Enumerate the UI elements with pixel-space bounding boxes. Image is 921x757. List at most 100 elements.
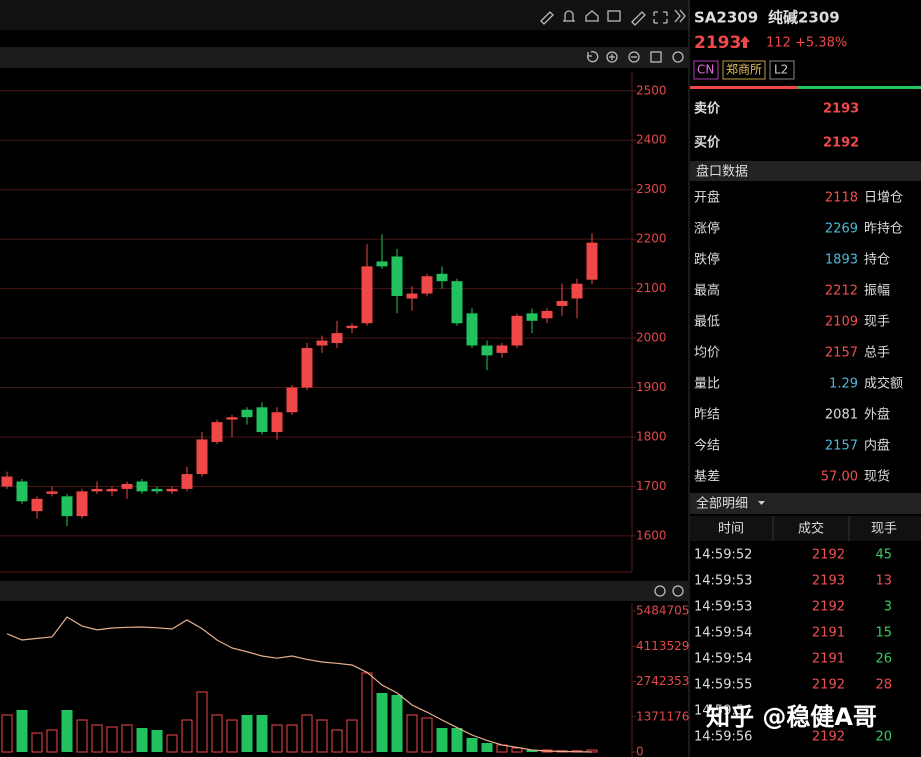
stat-value: 2118 — [825, 191, 858, 206]
candle-body — [61, 496, 73, 517]
volume-bar — [301, 714, 313, 753]
tick-price: 2193 — [812, 574, 845, 589]
volume-bar — [376, 693, 388, 752]
volume-bar — [106, 726, 118, 753]
toolbar-icons[interactable] — [540, 9, 686, 26]
volume-bar — [481, 743, 493, 752]
tick-time: 14:59:55 — [694, 678, 752, 693]
candle-body — [511, 315, 523, 346]
volume-bar — [406, 714, 418, 753]
stat-field: 现货 — [864, 469, 890, 485]
volume-bar — [256, 715, 268, 752]
tick-qty: 45 — [875, 548, 892, 563]
volume-bar — [331, 729, 343, 753]
volume-bar — [466, 737, 478, 752]
candle-body — [271, 412, 283, 433]
volume-bar — [211, 714, 223, 753]
volume-bar — [286, 724, 298, 753]
candle-body — [466, 313, 478, 346]
volume-chart: 0 1371176 2742353 4113529 5484705 — [1, 604, 689, 757]
y-tick-label: 2742353 — [636, 674, 689, 688]
volume-bar — [361, 672, 373, 753]
tick-time: 14:59:53 — [694, 574, 752, 589]
candle-body — [31, 498, 43, 512]
volume-bar — [316, 719, 328, 753]
y-tick-label: 2000 — [636, 331, 667, 345]
candle-body — [91, 488, 103, 492]
chart-toolbar-icons[interactable] — [587, 51, 684, 63]
candle-body — [316, 340, 328, 346]
col-header: 成交 — [798, 521, 824, 537]
y-tick-label: 2400 — [636, 133, 667, 147]
y-tick-label: 1600 — [636, 528, 667, 542]
volume-bar — [346, 719, 358, 753]
candle-body — [481, 345, 493, 356]
candle-body — [241, 409, 253, 418]
stat-field: 日增仓 — [864, 191, 903, 206]
volume-bar — [391, 695, 403, 752]
stat-label: 今结 — [694, 438, 720, 454]
stat-value: 2212 — [825, 284, 858, 299]
col-header: 时间 — [718, 522, 744, 537]
stat-field: 外盘 — [864, 407, 890, 423]
volume-bar — [181, 719, 193, 753]
candle-body — [421, 276, 433, 294]
volume-bar — [121, 724, 133, 753]
ask-price: 2193 — [823, 102, 859, 117]
tick-qty: 3 — [884, 600, 892, 615]
volume-bar — [91, 724, 103, 753]
section-header[interactable] — [690, 493, 921, 514]
volume-bar — [226, 719, 238, 753]
tick-qty: 20 — [875, 730, 892, 745]
dropdown-arrow[interactable] — [758, 501, 765, 505]
close-icon[interactable] — [654, 585, 666, 597]
candle-body — [151, 488, 163, 492]
candle-body — [286, 387, 298, 413]
candle-body — [1, 476, 13, 487]
section-title[interactable]: 全部明细 — [696, 496, 748, 512]
y-tick-label: 2300 — [636, 182, 667, 196]
stat-value: 2157 — [825, 439, 858, 454]
volume-bar — [526, 749, 538, 752]
volume-bar — [31, 732, 43, 753]
candle-body — [181, 474, 193, 489]
stat-value: 57.00 — [821, 470, 858, 485]
stat-field: 振幅 — [864, 284, 890, 299]
change-pct: +5.38% — [795, 36, 847, 51]
volume-bar — [241, 715, 253, 752]
candle-body — [301, 347, 313, 388]
volume-bar — [421, 717, 433, 753]
volume-bar — [166, 734, 178, 753]
settings-icon[interactable] — [672, 585, 684, 597]
tick-qty: 13 — [875, 574, 892, 589]
tag — [769, 60, 795, 80]
candle-body — [526, 313, 538, 321]
stat-field: 总手 — [864, 346, 890, 361]
candle-body — [16, 481, 28, 502]
tick-time: 14:59:5 — [694, 704, 744, 719]
tick-qty: 28 — [875, 678, 892, 693]
candle-body — [106, 488, 118, 492]
tick-qty: 15 — [875, 626, 892, 641]
volume-bar — [271, 724, 283, 753]
tag-text: CN — [697, 63, 714, 77]
volume-bar — [46, 729, 58, 753]
stat-label: 跌停 — [694, 252, 720, 268]
open-interest-line — [6, 616, 593, 753]
candle-body — [586, 242, 598, 280]
y-tick-label: 2200 — [636, 232, 667, 246]
y-tick-label: 4113529 — [636, 639, 689, 653]
bid-ask-bar — [798, 86, 921, 89]
stat-label: 均价 — [694, 346, 720, 361]
bid-ask-bar — [690, 86, 798, 89]
stat-value: 1893 — [825, 253, 858, 268]
section-header — [690, 161, 921, 181]
volume-bar — [136, 727, 148, 752]
candle-body — [451, 281, 463, 324]
table-header — [690, 516, 921, 541]
candle-body — [376, 261, 388, 267]
y-tick-label: 0 — [636, 744, 644, 757]
y-tick-label: 1900 — [636, 380, 667, 394]
stat-label: 量比 — [694, 377, 720, 392]
